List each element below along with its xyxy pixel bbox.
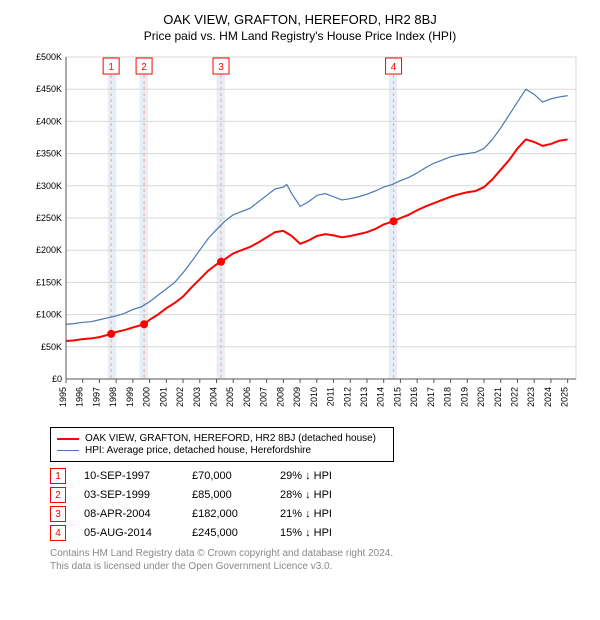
svg-text:2021: 2021 [493,387,503,407]
svg-text:1: 1 [108,62,114,73]
svg-text:2024: 2024 [543,387,553,407]
sale-diff: 21% ↓ HPI [280,508,370,520]
svg-text:2007: 2007 [259,387,269,407]
svg-text:2017: 2017 [426,387,436,407]
svg-text:1996: 1996 [75,387,85,407]
legend-label: HPI: Average price, detached house, Here… [85,445,311,456]
svg-text:£500K: £500K [36,52,62,62]
svg-text:2001: 2001 [158,387,168,407]
sale-diff: 28% ↓ HPI [280,489,370,501]
sale-diff: 29% ↓ HPI [280,470,370,482]
svg-text:1999: 1999 [125,387,135,407]
sale-price: £245,000 [192,527,262,539]
footer-line-1: Contains HM Land Registry data © Crown c… [50,547,590,560]
svg-text:2009: 2009 [292,387,302,407]
chart-title-address: OAK VIEW, GRAFTON, HEREFORD, HR2 8BJ [10,12,590,27]
legend-swatch [57,438,79,440]
svg-text:2015: 2015 [392,387,402,407]
sale-date: 08-APR-2004 [84,508,174,520]
legend-item: OAK VIEW, GRAFTON, HEREFORD, HR2 8BJ (de… [57,433,387,444]
svg-text:£200K: £200K [36,245,62,255]
legend-swatch [57,450,79,451]
svg-text:2: 2 [141,62,147,73]
svg-text:2000: 2000 [142,387,152,407]
svg-text:£450K: £450K [36,84,62,94]
sale-diff: 15% ↓ HPI [280,527,370,539]
sale-marker: 2 [50,487,66,503]
svg-text:£300K: £300K [36,181,62,191]
svg-text:1995: 1995 [58,387,68,407]
svg-text:£400K: £400K [36,116,62,126]
svg-text:£350K: £350K [36,149,62,159]
svg-text:£50K: £50K [41,342,62,352]
sale-date: 05-AUG-2014 [84,527,174,539]
svg-text:2002: 2002 [175,387,185,407]
sale-row: 4 05-AUG-2014 £245,000 15% ↓ HPI [50,525,590,541]
sale-date: 10-SEP-1997 [84,470,174,482]
svg-text:2014: 2014 [376,387,386,407]
sales-table: 1 10-SEP-1997 £70,000 29% ↓ HPI 2 03-SEP-1999… [50,468,590,541]
svg-text:2022: 2022 [509,387,519,407]
legend-label: OAK VIEW, GRAFTON, HEREFORD, HR2 8BJ (de… [85,433,376,444]
svg-text:2006: 2006 [242,387,252,407]
sale-marker: 1 [50,468,66,484]
sale-marker: 4 [50,525,66,541]
sale-marker: 3 [50,506,66,522]
svg-text:£250K: £250K [36,213,62,223]
svg-text:£100K: £100K [36,310,62,320]
svg-text:2023: 2023 [526,387,536,407]
svg-text:2012: 2012 [342,387,352,407]
svg-text:£150K: £150K [36,277,62,287]
sale-price: £70,000 [192,470,262,482]
svg-text:2003: 2003 [192,387,202,407]
chart-svg: £0 £50K £100K £150K £200K £250K £300K £350K £400… [20,51,580,421]
svg-text:2004: 2004 [208,387,218,407]
svg-text:1998: 1998 [108,387,118,407]
sale-date: 03-SEP-1999 [84,489,174,501]
svg-text:2013: 2013 [359,387,369,407]
footer-line-2: This data is licensed under the Open Gov… [50,560,590,573]
sale-row: 1 10-SEP-1997 £70,000 29% ↓ HPI [50,468,590,484]
sale-row: 3 08-APR-2004 £182,000 21% ↓ HPI [50,506,590,522]
sale-row: 2 03-SEP-1999 £85,000 28% ↓ HPI [50,487,590,503]
svg-text:2019: 2019 [459,387,469,407]
sale-price: £182,000 [192,508,262,520]
footer-attribution: Contains HM Land Registry data © Crown c… [50,547,590,573]
svg-text:2025: 2025 [560,387,570,407]
svg-text:2018: 2018 [443,387,453,407]
legend-item: HPI: Average price, detached house, Here… [57,445,387,456]
svg-text:2008: 2008 [275,387,285,407]
svg-text:£0: £0 [52,374,62,384]
chart-subtitle: Price paid vs. HM Land Registry's House … [10,29,590,43]
svg-text:2010: 2010 [309,387,319,407]
sale-price: £85,000 [192,489,262,501]
svg-text:2005: 2005 [225,387,235,407]
legend: OAK VIEW, GRAFTON, HEREFORD, HR2 8BJ (de… [50,427,394,462]
svg-text:2011: 2011 [326,387,336,406]
svg-text:3: 3 [218,62,224,73]
svg-text:2016: 2016 [409,387,419,407]
svg-text:2020: 2020 [476,387,486,407]
svg-text:4: 4 [391,62,397,73]
price-chart: £0 £50K £100K £150K £200K £250K £300K £350K £400… [20,51,580,421]
svg-text:1997: 1997 [91,387,101,407]
